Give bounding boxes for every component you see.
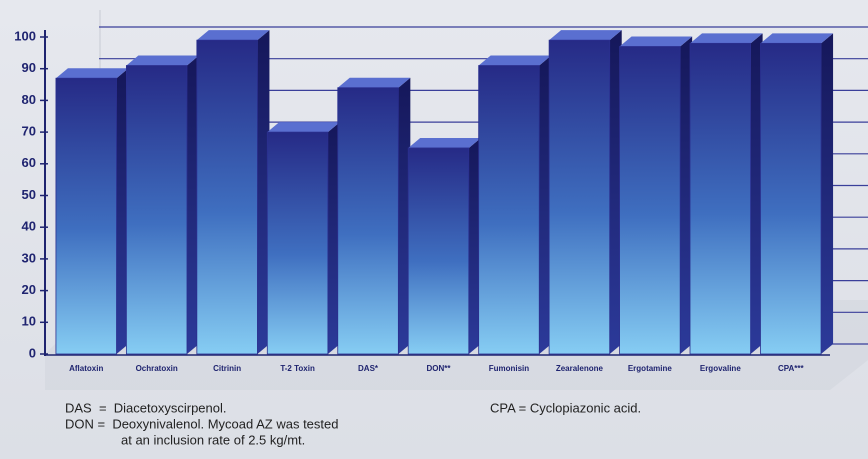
y-tick-label: 90: [22, 60, 36, 75]
x-tick-label: Aflatoxin: [69, 364, 103, 373]
x-tick-label: Ochratoxin: [136, 364, 178, 373]
y-tick-label: 0: [29, 345, 36, 360]
bar: [266, 131, 329, 355]
footnote: at an inclusion rate of 2.5 kg/mt.: [121, 432, 305, 447]
y-tick-label: 80: [22, 92, 36, 107]
bar-side: [327, 122, 340, 354]
bars: [55, 30, 834, 355]
bar-side: [468, 137, 481, 354]
y-tick-label: 60: [22, 155, 36, 170]
bar: [619, 46, 681, 355]
bar-side: [821, 33, 834, 355]
x-tick-label: T-2 Toxin: [280, 364, 315, 373]
labels: 0 10 20 30 40 50 60 70 80 90 100 Aflatoxin Ochratoxi…: [14, 28, 804, 447]
y-tick-label: 10: [22, 314, 36, 329]
bar-top: [267, 122, 340, 133]
bar-top: [549, 30, 622, 41]
y-tick-label: 50: [22, 187, 36, 202]
x-tick-label: Ergovaline: [700, 364, 741, 373]
bar-side: [609, 30, 622, 354]
bar: [548, 39, 611, 355]
bar-top: [619, 36, 693, 47]
bar-side: [257, 30, 270, 354]
y-tick-label: 100: [14, 28, 36, 43]
bar-top: [126, 55, 199, 66]
bar-side: [116, 68, 129, 355]
bar-side: [398, 77, 411, 354]
bar-top: [478, 55, 552, 66]
x-tick-label: DAS*: [358, 364, 379, 373]
x-tick-label: CPA***: [778, 364, 805, 373]
bar-top: [408, 137, 481, 148]
x-tick-label: DON**: [426, 364, 451, 373]
bar: [689, 42, 752, 355]
bar-side: [680, 36, 693, 354]
y-tick-label: 40: [22, 219, 36, 234]
bar: [196, 39, 258, 355]
bar: [125, 65, 188, 355]
bar-top: [196, 30, 270, 41]
bar-top: [55, 68, 129, 79]
bar-top: [690, 33, 763, 44]
x-tick-label: Zearalenone: [556, 364, 604, 373]
y-tick-label: 20: [22, 282, 36, 297]
bar-top: [337, 77, 411, 88]
footnote: CPA = Cyclopiazonic acid.: [490, 400, 641, 415]
y-tick-label: 30: [22, 250, 36, 265]
x-tick-label: Citrinin: [213, 364, 241, 373]
bar-side: [539, 55, 552, 354]
bar-top: [760, 33, 834, 44]
footnote: DON = Deoxynivalenol. Mycoad AZ was test…: [65, 416, 338, 431]
bar: [760, 42, 822, 355]
bar-side: [750, 33, 763, 355]
bar: [407, 147, 470, 355]
bar: [478, 65, 540, 355]
bar: [337, 87, 399, 355]
y-tick-label: 70: [22, 124, 36, 139]
x-tick-label: Fumonisin: [489, 364, 530, 373]
x-tick-label: Ergotamine: [628, 364, 673, 373]
footnote: DAS = Diacetoxyscirpenol.: [65, 400, 226, 415]
bar: [55, 77, 117, 355]
bar-side: [186, 55, 199, 354]
